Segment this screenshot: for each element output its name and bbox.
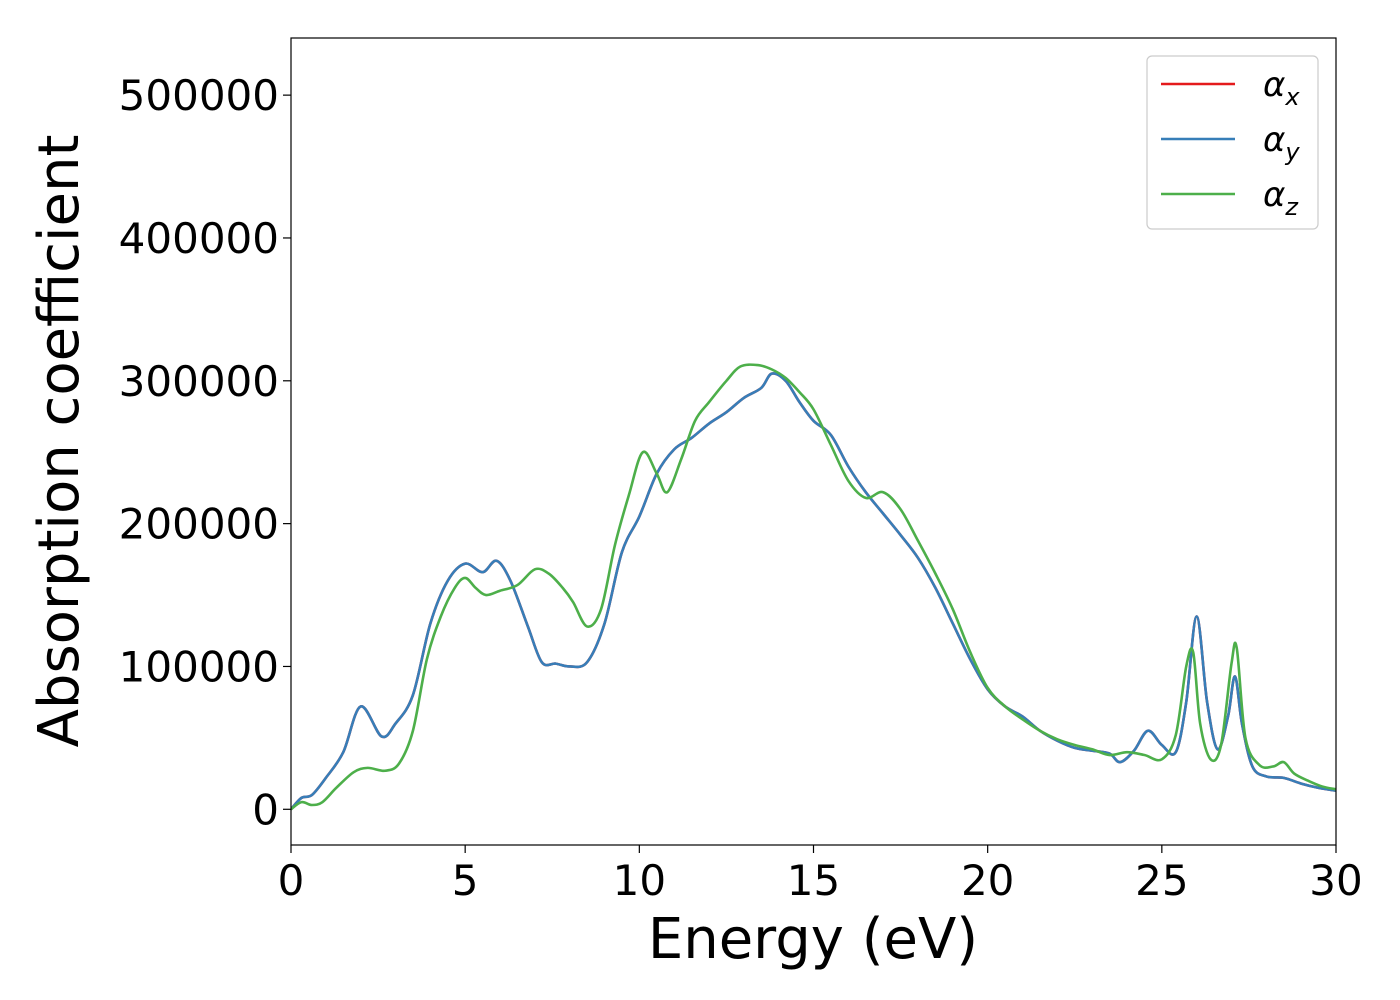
y-tick-label: 500000 xyxy=(119,71,279,120)
y-tick-label: 400000 xyxy=(119,214,279,263)
y-tick-label: 100000 xyxy=(119,642,279,691)
y-tick-label: 0 xyxy=(252,785,279,834)
y-axis-label: Absorption coefficient xyxy=(27,135,92,748)
series-line-y xyxy=(291,372,1336,811)
legend-box xyxy=(1146,55,1319,230)
x-tick-label: 10 xyxy=(613,856,666,905)
x-tick-label: 25 xyxy=(1135,856,1188,905)
x-axis-ticks: 0 5 10 15 20 25 30 xyxy=(278,845,1363,905)
x-axis-label: Energy (eV) xyxy=(648,907,978,972)
legend-label-z: αz xyxy=(1263,175,1299,221)
x-tick-label: 0 xyxy=(278,856,305,905)
x-tick-label: 5 xyxy=(452,856,479,905)
series-line-z xyxy=(291,363,1336,811)
x-tick-label: 20 xyxy=(961,856,1014,905)
y-tick-label: 200000 xyxy=(119,500,279,549)
plot-lines xyxy=(291,363,1336,811)
y-tick-label: 300000 xyxy=(119,357,279,406)
y-axis-ticks: 0 100000 200000 300000 400000 500000 xyxy=(119,71,291,834)
x-tick-label: 15 xyxy=(787,856,840,905)
x-tick-label: 30 xyxy=(1309,856,1362,905)
legend-label-x: αx xyxy=(1263,65,1300,111)
legend-label-y: αy xyxy=(1263,120,1300,166)
chart-legend: αx αy αz xyxy=(1146,55,1319,230)
